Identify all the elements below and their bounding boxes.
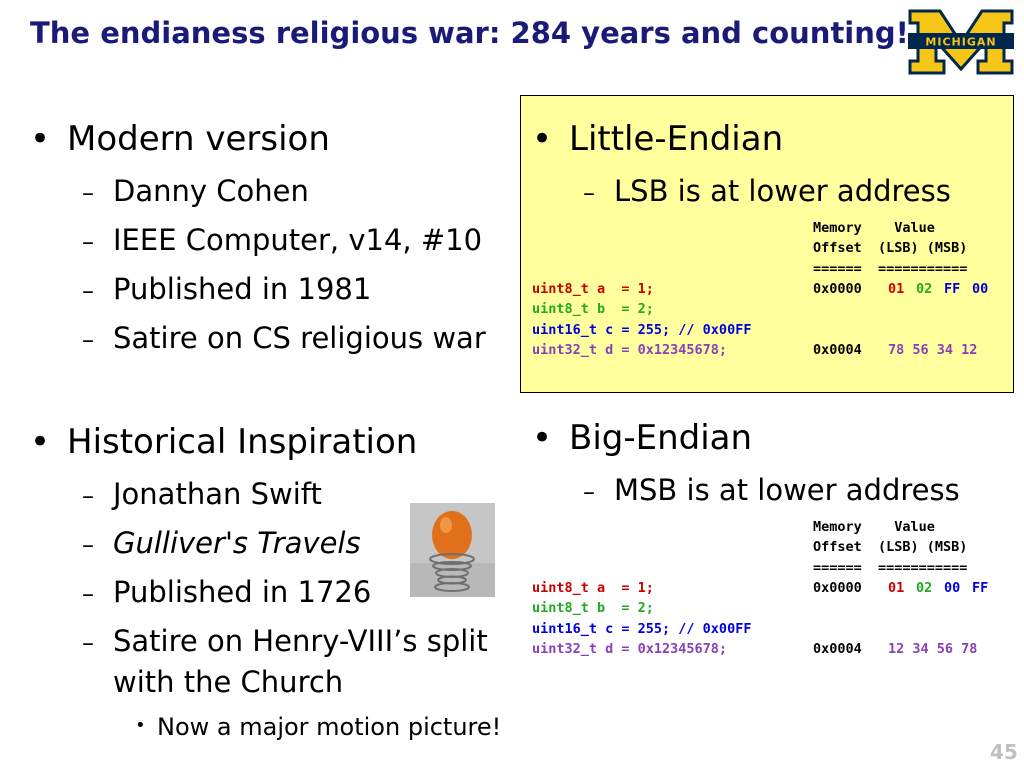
dash: –: [82, 580, 94, 608]
list-item: Published in 1981: [113, 272, 372, 306]
offset-value: 0x0000: [813, 580, 862, 596]
page-number: 45: [990, 740, 1018, 764]
memory-header: Memory Value: [813, 220, 935, 236]
bullet: •: [532, 418, 553, 458]
big-endian-subheading: MSB is at lower address: [614, 473, 960, 507]
byte-value: 02: [916, 580, 933, 596]
header-rule: ====== ===========: [813, 261, 968, 277]
offset-value: 0x0004: [813, 342, 862, 358]
bullet: •: [30, 422, 51, 462]
offset-value: 0x0000: [813, 281, 862, 297]
memory-header: Memory Value: [813, 519, 935, 535]
code-line: uint32_t d = 0x12345678;: [532, 342, 728, 358]
historical-heading: Historical Inspiration: [67, 422, 418, 462]
byte-values: 12 34 56 78: [888, 641, 978, 657]
code-line: uint16_t c = 255; // 0x00FF: [532, 322, 752, 338]
code-line: uint8_t b = 2;: [532, 301, 654, 317]
list-item: Gulliver's Travels: [113, 526, 361, 560]
bullet: •: [30, 119, 51, 159]
dash: –: [82, 482, 94, 510]
dash: –: [583, 179, 595, 207]
byte-values: 78 56 34 12: [888, 342, 978, 358]
code-line: uint16_t c = 255; // 0x00FF: [532, 621, 752, 637]
byte-value: 01: [888, 580, 905, 596]
dash: –: [82, 277, 94, 305]
code-line: uint8_t b = 2;: [532, 600, 654, 616]
modern-version-heading: Modern version: [67, 119, 330, 159]
little-endian-heading: Little-Endian: [569, 119, 784, 159]
code-line: uint8_t a = 1;: [532, 281, 654, 297]
egg-in-cup-image: [410, 503, 495, 597]
dash: –: [82, 179, 94, 207]
byte-value: 00: [944, 580, 961, 596]
byte-value: FF: [972, 580, 989, 596]
code-line: uint8_t a = 1;: [532, 580, 654, 596]
byte-value: 01: [888, 281, 905, 297]
bullet: •: [135, 715, 146, 736]
list-item-continuation: with the Church: [113, 665, 344, 699]
list-item: Published in 1726: [113, 575, 372, 609]
little-endian-box: [520, 95, 1014, 393]
big-endian-heading: Big-Endian: [569, 418, 753, 458]
list-item: IEEE Computer, v14, #10: [113, 223, 483, 257]
dash: –: [82, 629, 94, 657]
offset-header: Offset (LSB) (MSB): [813, 539, 968, 555]
little-endian-subheading: LSB is at lower address: [614, 174, 951, 208]
header-rule: ====== ===========: [813, 560, 968, 576]
offset-header: Offset (LSB) (MSB): [813, 240, 968, 256]
dash: –: [583, 478, 595, 506]
dash: –: [82, 326, 94, 354]
code-line: uint32_t d = 0x12345678;: [532, 641, 728, 657]
offset-value: 0x0004: [813, 641, 862, 657]
byte-value: 02: [916, 281, 933, 297]
bullet: •: [532, 119, 553, 159]
svg-text:MICHIGAN: MICHIGAN: [925, 36, 996, 49]
dash: –: [82, 228, 94, 256]
byte-value: 00: [972, 281, 989, 297]
slide-title: The endianess religious war: 284 years a…: [30, 16, 909, 50]
list-item: Danny Cohen: [113, 174, 309, 208]
michigan-logo: MICHIGAN: [908, 9, 1014, 75]
list-item: Satire on CS religious war: [113, 321, 486, 355]
list-item: Satire on Henry-VIII’s split: [113, 624, 488, 658]
list-item: Jonathan Swift: [113, 477, 322, 511]
dash: –: [82, 531, 94, 559]
sub-list-item: Now a major motion picture!: [157, 713, 502, 741]
byte-value: FF: [944, 281, 961, 297]
